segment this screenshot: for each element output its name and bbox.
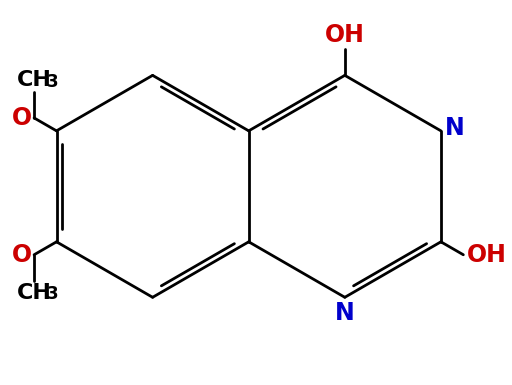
Text: O: O bbox=[11, 243, 32, 267]
Text: 3: 3 bbox=[47, 74, 59, 91]
Text: OH: OH bbox=[325, 23, 365, 47]
Text: 3: 3 bbox=[47, 285, 59, 303]
Text: N: N bbox=[444, 116, 464, 141]
Text: N: N bbox=[335, 301, 355, 325]
Text: O: O bbox=[11, 106, 32, 130]
Text: CH: CH bbox=[17, 283, 52, 303]
Text: OH: OH bbox=[467, 243, 507, 267]
Text: CH: CH bbox=[17, 70, 52, 90]
